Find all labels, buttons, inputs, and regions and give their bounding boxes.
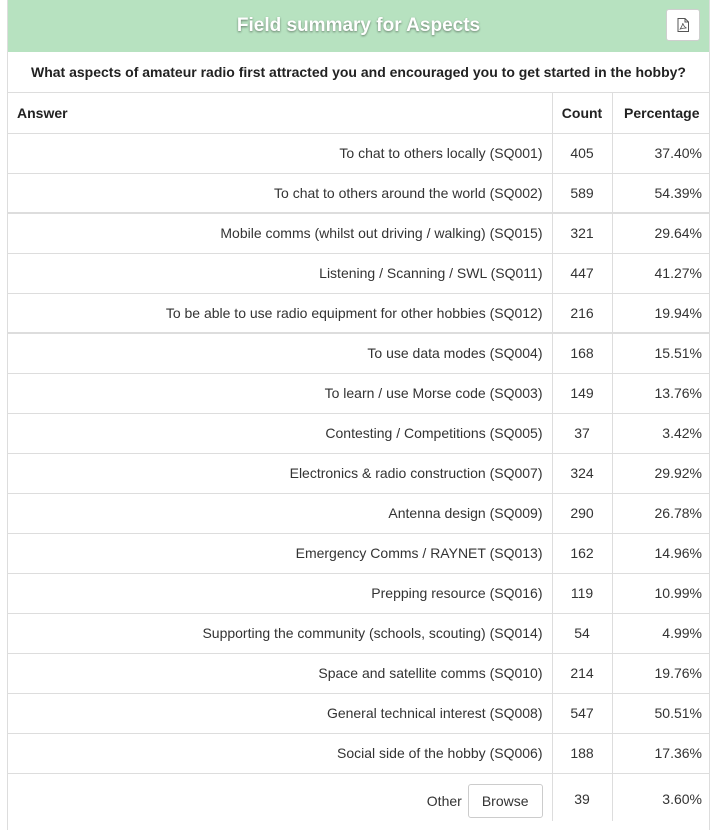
panel-header: Field summary for Aspects <box>8 0 709 52</box>
count-cell: 321 <box>551 212 612 253</box>
percentage-cell: 4.99% <box>611 612 709 653</box>
answer-cell: Space and satellite comms (SQ010) <box>8 652 552 693</box>
file-pdf-icon <box>677 18 689 32</box>
table-row: Antenna design (SQ009) 290 26.78% <box>8 492 709 533</box>
percentage-cell: 14.96% <box>611 532 709 573</box>
count-cell: 188 <box>551 732 612 773</box>
column-header-count: Count <box>551 93 612 134</box>
answer-cell: To chat to others around the world (SQ00… <box>8 172 552 213</box>
table-row: Prepping resource (SQ016) 119 10.99% <box>8 572 709 613</box>
table-row: To use data modes (SQ004) 168 15.51% <box>8 332 709 373</box>
answer-cell: To chat to others locally (SQ001) <box>339 145 543 161</box>
count-cell: 324 <box>551 452 612 493</box>
count-cell: 290 <box>551 492 612 533</box>
answer-cell: General technical interest (SQ008) <box>8 692 552 733</box>
count-cell: 405 <box>551 133 612 173</box>
answer-cell: Emergency Comms / RAYNET (SQ013) <box>8 532 552 573</box>
percentage-cell: 10.99% <box>611 572 709 613</box>
percentage-cell: 15.51% <box>611 332 709 373</box>
answer-cell: Antenna design (SQ009) <box>8 492 552 533</box>
table-row: Electronics & radio construction (SQ007)… <box>8 452 709 493</box>
summary-table: Answer Count Percentage To chat to other… <box>8 93 709 821</box>
percentage-cell: 17.36% <box>611 732 709 773</box>
answer-cell: Listening / Scanning / SWL (SQ011) <box>8 252 552 293</box>
question-text: What aspects of amateur radio first attr… <box>8 52 709 93</box>
table-row: Listening / Scanning / SWL (SQ011) 447 4… <box>8 252 709 293</box>
answer-cell: Contesting / Competitions (SQ005) <box>8 412 552 453</box>
field-summary-panel: Field summary for Aspects What aspects o… <box>7 0 710 830</box>
answer-cell: Supporting the community (schools, scout… <box>8 612 552 653</box>
answer-cell: To learn / use Morse code (SQ003) <box>8 372 552 413</box>
answer-cell: Electronics & radio construction (SQ007) <box>8 452 552 493</box>
answer-cell: To use data modes (SQ004) <box>8 332 552 373</box>
table-row: Contesting / Competitions (SQ005) 37 3.4… <box>8 412 709 453</box>
table-row: To learn / use Morse code (SQ003) 149 13… <box>8 372 709 413</box>
column-header-answer: Answer <box>8 93 552 134</box>
table-row: To chat to others around the world (SQ00… <box>8 172 709 213</box>
table-row: General technical interest (SQ008) 547 5… <box>8 692 709 733</box>
percentage-cell: 29.64% <box>611 212 709 253</box>
answer-cell: To be able to use radio equipment for ot… <box>8 292 552 333</box>
percentage-cell: 13.76% <box>611 372 709 413</box>
percentage-cell: 50.51% <box>611 692 709 733</box>
table-row: Social side of the hobby (SQ006) 188 17.… <box>8 732 709 773</box>
table-row: Space and satellite comms (SQ010) 214 19… <box>8 652 709 693</box>
table-header-row: Answer Count Percentage <box>8 93 709 134</box>
count-cell: 162 <box>551 532 612 573</box>
percentage-cell: 3.42% <box>611 412 709 453</box>
percentage-cell: 19.94% <box>611 292 709 333</box>
count-cell: 37 <box>551 412 612 453</box>
answer-cell: Prepping resource (SQ016) <box>8 572 552 613</box>
count-cell: 447 <box>551 252 612 293</box>
count-cell: 547 <box>551 692 612 733</box>
browse-button[interactable]: Browse <box>467 784 543 819</box>
count-cell: 589 <box>551 172 612 213</box>
percentage-cell: 37.40% <box>611 133 709 173</box>
percentage-cell: 41.27% <box>611 252 709 293</box>
table-row: To be able to use radio equipment for ot… <box>8 292 709 333</box>
export-pdf-button[interactable] <box>666 9 700 41</box>
other-label: Other <box>426 793 462 810</box>
answer-cell-other: Other Browse <box>8 772 552 821</box>
percentage-cell: 29.92% <box>611 452 709 493</box>
count-cell: 39 <box>551 772 612 821</box>
table-row: Mobile comms (whilst out driving / walki… <box>8 212 709 253</box>
table-row-other: Other Browse 39 3.60% <box>8 772 709 821</box>
panel-title: Field summary for Aspects <box>236 15 481 36</box>
table-row: Supporting the community (schools, scout… <box>8 612 709 653</box>
table-row: Emergency Comms / RAYNET (SQ013) 162 14.… <box>8 532 709 573</box>
percentage-cell: 26.78% <box>611 492 709 533</box>
count-cell: 216 <box>551 292 612 333</box>
percentage-cell: 19.76% <box>611 652 709 693</box>
percentage-cell: 3.60% <box>611 772 709 821</box>
count-cell: 214 <box>551 652 612 693</box>
count-cell: 149 <box>551 372 612 413</box>
percentage-cell: 54.39% <box>611 172 709 213</box>
column-header-percentage: Percentage <box>611 93 709 134</box>
answer-cell: Social side of the hobby (SQ006) <box>8 732 552 773</box>
count-cell: 54 <box>551 612 612 653</box>
table-row: To chat to others locally (SQ001) 405 37… <box>8 133 709 173</box>
count-cell: 119 <box>551 572 612 613</box>
count-cell: 168 <box>551 332 612 373</box>
answer-cell: Mobile comms (whilst out driving / walki… <box>8 212 552 253</box>
